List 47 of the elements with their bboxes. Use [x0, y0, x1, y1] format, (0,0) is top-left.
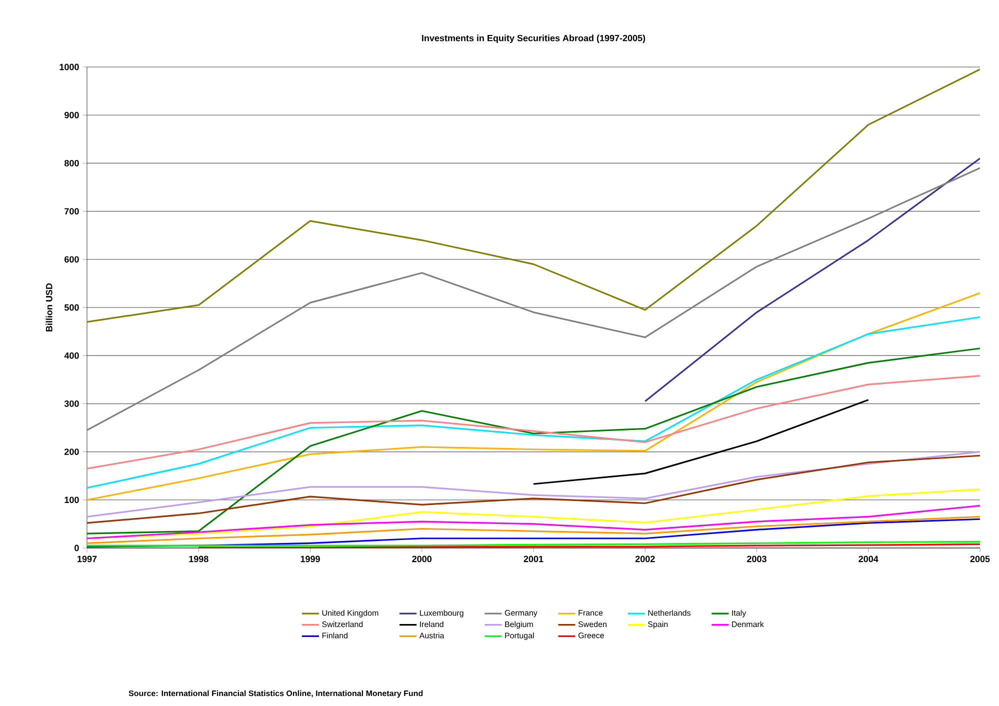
- x-tick-label: 2005: [970, 556, 990, 562]
- legend-label: Portugal: [505, 632, 534, 640]
- legend-label: Sweden: [578, 621, 606, 628]
- y-tick-label: 700: [64, 208, 79, 214]
- x-tick-label: 1999: [300, 556, 320, 562]
- legend-label: Netherlands: [648, 610, 690, 616]
- source-note: Source: International Financial Statistics Online, International Monetary Fund: [128, 690, 423, 698]
- y-tick-label: 300: [64, 400, 79, 407]
- legend-label: Belgium: [505, 621, 533, 629]
- legend-label: Finland: [322, 632, 348, 638]
- legend-label: Austria: [419, 632, 444, 638]
- line-series: [87, 316, 980, 489]
- line-series: [87, 504, 980, 540]
- line-series: [87, 68, 980, 323]
- line-series: [532, 399, 870, 485]
- chart-title: Investments in Equity Securities Abroad (1997-2005): [422, 34, 646, 44]
- y-tick-label: 100: [64, 496, 79, 504]
- y-tick-label: 400: [64, 352, 79, 359]
- legend-label: Italy: [732, 610, 746, 618]
- x-tick-label: 1997: [78, 556, 97, 562]
- y-axis-title: Billion USD: [46, 283, 52, 332]
- legend-label: United Kingdom: [322, 610, 378, 618]
- y-tick-label: 200: [64, 448, 79, 455]
- y-tick-label: 900: [64, 112, 79, 118]
- x-tick-label: 2004: [858, 556, 878, 562]
- x-tick-label: 2000: [412, 556, 432, 562]
- y-tick-label: 0: [74, 544, 79, 552]
- legend-label: Switzerland: [322, 621, 363, 628]
- legend-label: Ireland: [420, 621, 444, 628]
- line-series: [87, 374, 980, 470]
- x-tick-label: 2001: [524, 556, 544, 562]
- legend-label: Germany: [504, 610, 538, 618]
- line-series: [644, 158, 980, 402]
- legend-label: France: [578, 610, 603, 616]
- y-tick-label: 500: [64, 304, 79, 311]
- line-series: [87, 348, 980, 534]
- legend-label: Greece: [578, 632, 604, 638]
- x-tick-label: 2003: [747, 556, 766, 562]
- y-tick-label: 600: [64, 256, 79, 263]
- x-tick-label: 1998: [189, 556, 208, 562]
- legend-label: Spain: [648, 621, 668, 629]
- line-series: [87, 292, 980, 501]
- y-tick-label: 800: [64, 160, 79, 166]
- legend-label: Denmark: [732, 621, 764, 628]
- y-tick-label: 1000: [60, 64, 79, 70]
- legend-label: Luxembourg: [420, 610, 464, 618]
- x-tick-label: 2002: [635, 556, 655, 562]
